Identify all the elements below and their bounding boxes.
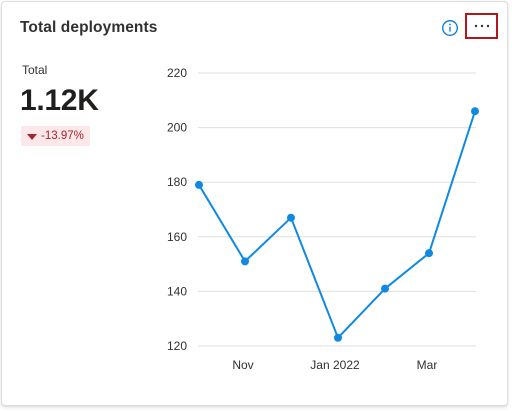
- data-point[interactable]: [381, 284, 389, 293]
- x-tick-label: Nov: [232, 358, 253, 372]
- x-axis-ticks: Nov Jan 2022 Mar: [232, 358, 437, 372]
- data-point[interactable]: [334, 333, 342, 342]
- data-point[interactable]: [195, 180, 203, 189]
- data-point[interactable]: [425, 249, 433, 258]
- kpi-change-badge: -13.97%: [21, 126, 90, 146]
- y-tick-label: 140: [167, 284, 187, 298]
- y-tick-label: 180: [167, 175, 187, 189]
- kpi-change-text: -13.97%: [41, 130, 84, 142]
- x-tick-label: Jan 2022: [310, 358, 360, 372]
- y-tick-label: 220: [167, 66, 187, 80]
- y-tick-label: 160: [167, 230, 187, 244]
- info-icon[interactable]: [441, 19, 459, 37]
- deployments-card: Total deployments Total 1.12K -13.97%: [1, 1, 508, 406]
- y-axis-ticks: 120 140 160 180 200 220: [167, 66, 187, 353]
- more-options-icon: [474, 24, 489, 28]
- kpi-value: 1.12K: [20, 84, 99, 117]
- card-title: Total deployments: [20, 19, 158, 36]
- chart-gridlines: [198, 72, 476, 347]
- series-line: [198, 110, 476, 339]
- y-tick-label: 120: [167, 339, 187, 353]
- data-point[interactable]: [287, 213, 295, 222]
- down-arrow-icon: [27, 133, 37, 140]
- y-tick-label: 200: [167, 121, 187, 135]
- more-options-button[interactable]: [465, 13, 498, 39]
- kpi-label: Total: [22, 63, 48, 77]
- data-point[interactable]: [471, 107, 479, 116]
- x-tick-label: Mar: [417, 358, 438, 372]
- data-point[interactable]: [241, 257, 249, 266]
- chart-series: [195, 107, 479, 342]
